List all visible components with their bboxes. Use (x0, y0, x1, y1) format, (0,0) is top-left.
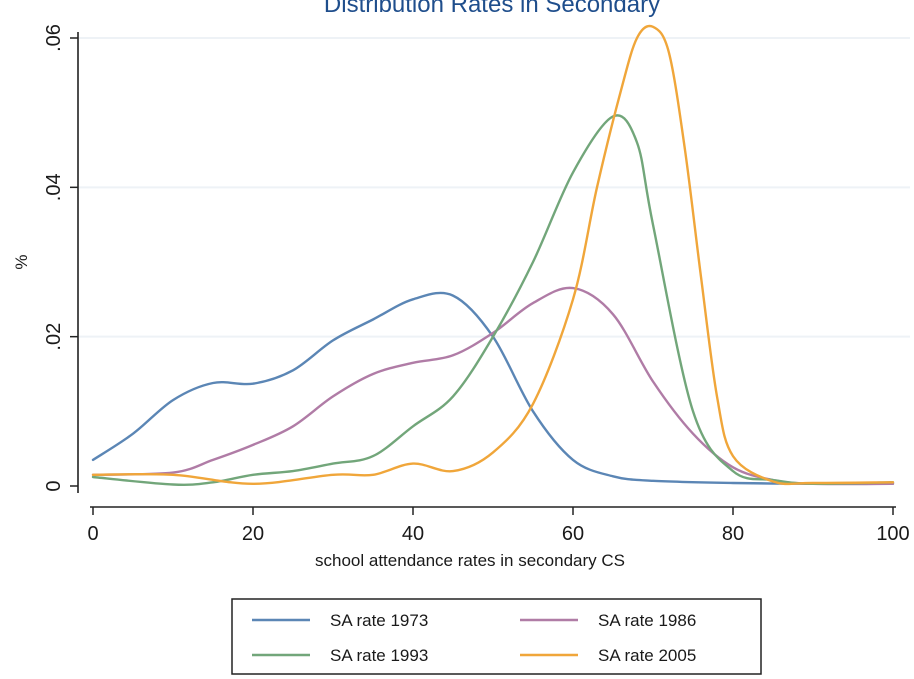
gridlines (78, 37, 910, 338)
y-axis-ticks: 0 .02 .04 .06 (43, 24, 78, 492)
y-axis-title: % (12, 254, 31, 269)
x-tick-label-5: 100 (876, 523, 909, 545)
legend-label-2: SA rate 1993 (330, 646, 428, 665)
series-line-2 (91, 114, 895, 486)
y-tick-label-2: .04 (43, 173, 65, 201)
series-line-1 (91, 286, 895, 486)
x-tick-label-2: 40 (402, 523, 424, 545)
x-tick-label-0: 0 (87, 523, 98, 545)
legend-label-3: SA rate 2005 (598, 646, 696, 665)
x-tick-label-1: 20 (242, 523, 264, 545)
series-line-3 (91, 24, 895, 486)
y-tick-label-3: .06 (43, 24, 65, 52)
legend: SA rate 1973 SA rate 1986 SA rate 1993 SA r… (231, 598, 762, 675)
chart-title: Distribution Rates in Secondary (324, 0, 660, 18)
series-line-0 (91, 291, 895, 486)
y-tick-label-0: 0 (43, 480, 65, 491)
x-axis-ticks: 0 20 40 60 80 100 (87, 507, 910, 545)
x-tick-label-3: 60 (562, 523, 584, 545)
x-tick-label-4: 80 (722, 523, 744, 545)
series-lines (91, 24, 895, 486)
axes (77, 32, 896, 508)
legend-label-1: SA rate 1986 (598, 611, 696, 630)
legend-box (231, 598, 762, 675)
x-axis-title: school attendance rates in secondary CS (315, 551, 625, 570)
y-tick-label-1: .02 (43, 323, 65, 351)
legend-label-0: SA rate 1973 (330, 611, 428, 630)
